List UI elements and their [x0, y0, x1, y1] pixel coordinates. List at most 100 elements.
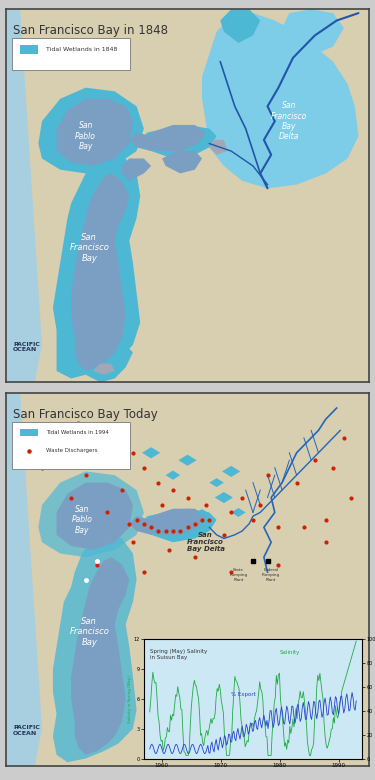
Point: [202, 498, 208, 511]
Bar: [20, 44, 38, 54]
Point: [57, 424, 63, 437]
Point: [192, 551, 198, 563]
Point: [170, 525, 176, 537]
Polygon shape: [6, 393, 42, 766]
Point: [163, 525, 169, 537]
Text: PACIFIC
OCEAN: PACIFIC OCEAN: [13, 725, 40, 736]
Polygon shape: [71, 173, 129, 371]
Point: [341, 431, 347, 444]
Polygon shape: [98, 432, 117, 444]
Polygon shape: [53, 535, 136, 762]
Point: [228, 566, 234, 578]
Point: [239, 491, 245, 504]
Point: [134, 514, 140, 526]
Text: PACIFIC
OCEAN: PACIFIC OCEAN: [13, 342, 40, 353]
Point: [323, 536, 329, 548]
Polygon shape: [122, 158, 151, 181]
Polygon shape: [222, 466, 240, 477]
Text: San Francisco Bay Today: San Francisco Bay Today: [13, 408, 158, 421]
Point: [264, 469, 270, 481]
Point: [323, 514, 329, 526]
Polygon shape: [178, 455, 196, 466]
Polygon shape: [71, 448, 86, 457]
Point: [119, 484, 125, 496]
Text: Federal
Pumping
Plant: Federal Pumping Plant: [262, 569, 280, 582]
Point: [257, 498, 263, 511]
Point: [141, 517, 147, 530]
Point: [68, 491, 74, 504]
Point: [82, 469, 88, 481]
Text: Tidal Wetlands in 1848: Tidal Wetlands in 1848: [46, 47, 117, 52]
Polygon shape: [196, 509, 207, 516]
Text: San
Pablo
Bay: San Pablo Bay: [75, 121, 96, 151]
Polygon shape: [136, 509, 217, 542]
Polygon shape: [220, 9, 260, 43]
Polygon shape: [215, 492, 233, 503]
Point: [141, 566, 147, 578]
Polygon shape: [57, 483, 133, 550]
Polygon shape: [115, 422, 129, 431]
Point: [166, 544, 172, 556]
Text: San
Francisco
Bay Delta: San Francisco Bay Delta: [187, 532, 225, 552]
Point: [312, 454, 318, 466]
Point: [199, 514, 205, 526]
Polygon shape: [86, 345, 133, 382]
Point: [105, 506, 111, 519]
Point: [39, 462, 45, 474]
Polygon shape: [209, 140, 228, 154]
FancyBboxPatch shape: [12, 422, 130, 469]
Polygon shape: [93, 363, 115, 374]
Point: [112, 439, 118, 452]
Polygon shape: [71, 557, 129, 755]
Point: [170, 484, 176, 496]
Polygon shape: [144, 509, 206, 535]
Polygon shape: [6, 9, 42, 382]
Polygon shape: [144, 125, 206, 151]
Point: [301, 521, 307, 534]
Point: [250, 514, 256, 526]
Polygon shape: [142, 447, 160, 459]
FancyBboxPatch shape: [12, 38, 130, 70]
Point: [26, 445, 32, 457]
Point: [206, 514, 212, 526]
Text: San
Francisco
Bay: San Francisco Bay: [69, 617, 109, 647]
Point: [130, 536, 136, 548]
Polygon shape: [202, 13, 358, 188]
Point: [155, 525, 161, 537]
Polygon shape: [38, 87, 144, 173]
Text: San
Francisco
Bay: San Francisco Bay: [69, 233, 109, 263]
Polygon shape: [162, 151, 202, 173]
Point: [155, 477, 161, 489]
Bar: [20, 428, 38, 436]
Text: San
Francisco
Bay
Delta: San Francisco Bay Delta: [271, 101, 308, 141]
Point: [221, 529, 227, 541]
Point: [177, 525, 183, 537]
Point: [130, 446, 136, 459]
Point: [141, 462, 147, 474]
Text: San
Pablo
Bay: San Pablo Bay: [72, 505, 93, 535]
Polygon shape: [209, 478, 224, 487]
Point: [94, 558, 100, 571]
Polygon shape: [231, 508, 246, 517]
Point: [184, 521, 190, 534]
Polygon shape: [53, 151, 140, 378]
Polygon shape: [166, 470, 180, 480]
Point: [148, 521, 154, 534]
Text: Tidal Wetlands in 1994: Tidal Wetlands in 1994: [46, 430, 108, 434]
Point: [126, 517, 132, 530]
Polygon shape: [57, 99, 133, 166]
Point: [275, 558, 281, 571]
Point: [348, 491, 354, 504]
Point: [94, 431, 100, 444]
Point: [192, 517, 198, 530]
Polygon shape: [129, 516, 158, 535]
Polygon shape: [38, 471, 144, 557]
Point: [275, 521, 281, 534]
Point: [330, 462, 336, 474]
Text: San Francisco Bay in 1848: San Francisco Bay in 1848: [13, 24, 168, 37]
Point: [159, 498, 165, 511]
Polygon shape: [282, 9, 344, 54]
Polygon shape: [136, 125, 217, 158]
Text: Waste Dischargers: Waste Dischargers: [46, 448, 97, 453]
Point: [184, 491, 190, 504]
